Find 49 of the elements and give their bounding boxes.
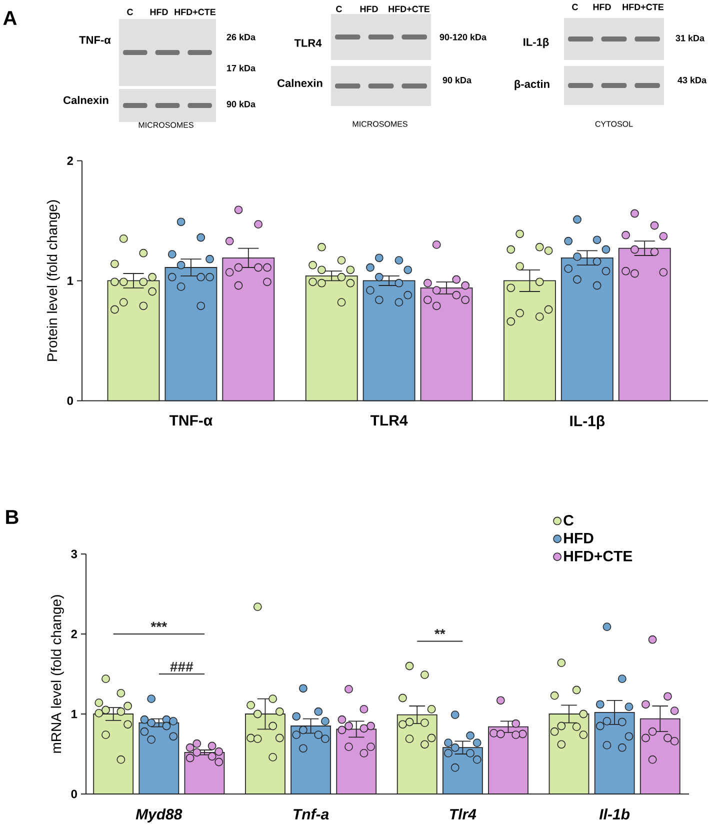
text: IL-1β [524,38,549,48]
text: C [336,6,342,12]
legend-label: C [564,515,574,526]
legend-label: HFD+CTE [564,550,632,562]
annotation: *** [150,622,168,628]
text: MICROSOMES [352,121,408,127]
text: TLR4 [294,39,322,47]
y-tick-label: 2 [67,156,73,165]
text: C [572,4,578,10]
y-tick-label: 0 [71,790,77,798]
text: 90 kDa [226,100,256,108]
y-tick-label: 1 [68,276,74,285]
y-tick-label: 3 [71,550,78,558]
x-tick-label: IL-1β [570,415,605,430]
text: HFD+CTE [622,4,664,10]
x-tick-label: Myd88 [136,808,182,822]
text: MICROSOMES [138,122,194,128]
annotation: ** [434,629,446,634]
text: HFD+CTE [388,6,430,12]
x-tick-label: TNF-α [169,415,212,426]
annotation: ### [170,662,194,672]
text: B [6,510,18,524]
x-tick-label: Tnf-a [294,808,329,820]
text: Calnexin [64,96,108,104]
text: Calnexin [278,78,322,88]
y-tick-label: 0 [67,396,73,405]
legend-label: HFD [564,532,594,544]
text: 90-120 kDa [440,34,487,40]
y-tick-label: 2 [71,630,77,638]
text: 43 kDa [678,76,707,84]
text: β-actin [514,80,550,90]
y-tick-label: 1 [72,710,78,718]
text: 90 kDa [442,76,472,84]
y-axis-title: mRNA level (fold change) [50,595,64,753]
text: 26 kDa [226,34,256,40]
text: C [127,8,134,16]
text: CYTOSOL [595,121,633,127]
text: 31 kDa [676,34,705,42]
text: 17 kDa [227,64,256,72]
x-tick-label: TLR4 [370,415,408,426]
x-tick-label: Tlr4 [450,808,476,820]
text: HFD [593,4,611,10]
text: HFD+CTE [174,8,216,16]
x-tick-label: Il-1b [599,808,630,820]
text: HFD [360,6,378,12]
y-axis-title: Protein level (fold change) [46,200,60,361]
text: A [3,11,17,25]
text: HFD [150,8,168,16]
text: TNF-α [79,36,111,44]
